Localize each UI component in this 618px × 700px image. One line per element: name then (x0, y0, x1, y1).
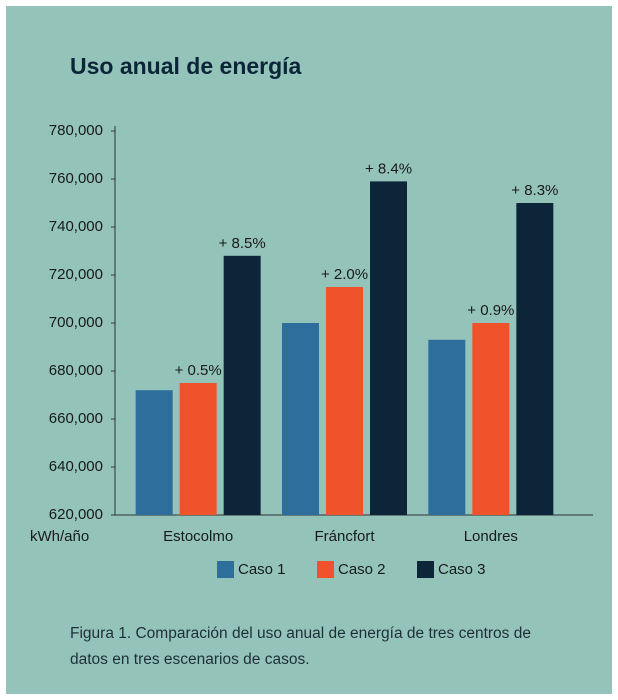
y-tick-label: 780,000 (49, 122, 103, 139)
chart-title: Uso anual de energía (70, 53, 302, 79)
bar (179, 383, 217, 515)
y-tick-label: 680,000 (49, 362, 103, 379)
x-tick-label: Estocolmo (163, 528, 233, 545)
bar-annotation: + 2.0% (321, 266, 368, 283)
bar (282, 323, 319, 515)
legend-swatch (317, 561, 334, 578)
legend-swatch (417, 561, 434, 578)
y-tick-label: 740,000 (49, 218, 103, 235)
y-tick-label: 700,000 (49, 314, 103, 331)
bar-annotation: + 8.3% (511, 182, 558, 199)
bar (223, 255, 261, 516)
y-tick-label: 760,000 (49, 170, 103, 187)
caption: Figura 1. Comparación del uso anual de e… (70, 625, 531, 668)
bar (370, 181, 407, 515)
bar (135, 390, 173, 515)
bar (428, 339, 466, 515)
bar (472, 323, 510, 515)
bar (326, 287, 363, 515)
y-tick-label: 720,000 (49, 266, 103, 283)
y-tick-label: 620,000 (49, 506, 103, 523)
bar-annotation: + 8.4% (365, 160, 412, 177)
legend-label: Caso 2 (338, 561, 386, 578)
legend-label: Caso 3 (438, 561, 486, 578)
bar-annotation: + 0.5% (175, 362, 222, 379)
bar-annotation: + 8.5% (219, 235, 266, 252)
y-tick-label: 660,000 (49, 410, 103, 427)
bar (516, 203, 554, 515)
x-tick-label: Londres (464, 528, 518, 545)
y-unit-label: kWh/año (30, 528, 89, 545)
x-tick-label: Fráncfort (314, 528, 375, 545)
y-tick-label: 640,000 (49, 458, 103, 475)
legend-label: Caso 1 (238, 561, 286, 578)
bar-annotation: + 0.9% (467, 302, 514, 319)
legend-swatch (217, 561, 234, 578)
